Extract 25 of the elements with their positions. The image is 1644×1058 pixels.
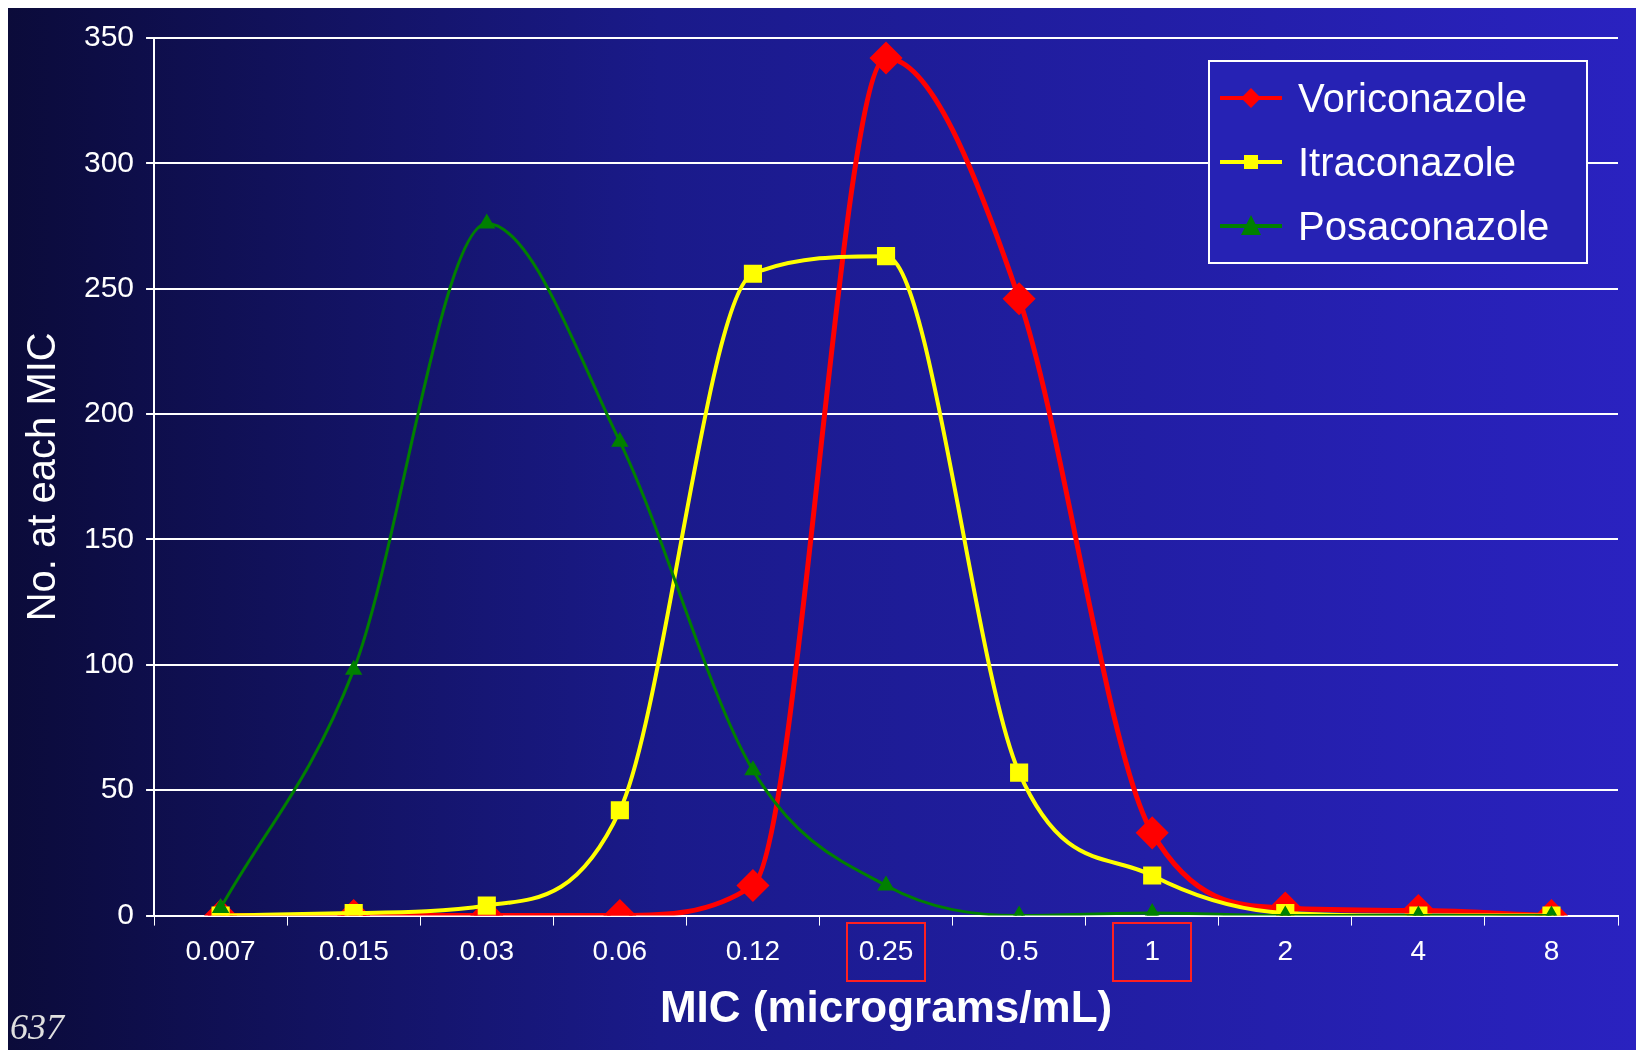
legend-label: Itraconazole bbox=[1298, 139, 1516, 185]
x-tick-label: 0.015 bbox=[318, 935, 389, 967]
x-tick-label: 4 bbox=[1410, 935, 1427, 967]
y-axis-title: No. at each MIC bbox=[19, 332, 64, 622]
legend-label: Voriconazole bbox=[1298, 75, 1528, 121]
text: 637 bbox=[10, 1007, 66, 1048]
y-tick-label: 150 bbox=[83, 520, 135, 554]
x-tick-label: 8 bbox=[1543, 935, 1560, 967]
x-tick-label: 0.12 bbox=[725, 935, 781, 967]
x-tick-label: 0.007 bbox=[185, 935, 256, 967]
x-tick-label: 0.06 bbox=[592, 935, 648, 967]
y-tick-label: 200 bbox=[83, 395, 135, 429]
x-axis-title: MIC (micrograms/mL) bbox=[659, 981, 1113, 1031]
y-tick-label: 100 bbox=[83, 646, 135, 680]
legend-label: Posaconazole bbox=[1298, 203, 1550, 249]
y-tick-label: 0 bbox=[117, 896, 135, 930]
x-tick-label: 2 bbox=[1277, 935, 1294, 967]
x-tick-label: 0.03 bbox=[459, 935, 515, 967]
x-tick-label: 0.5 bbox=[999, 935, 1039, 967]
x-tick-label: 1 bbox=[1144, 935, 1160, 967]
x-tick-label: 0.25 bbox=[858, 935, 914, 967]
y-tick-label: 350 bbox=[83, 19, 135, 53]
y-tick-label: 300 bbox=[83, 144, 135, 178]
y-tick-label: 250 bbox=[83, 270, 135, 304]
y-tick-label: 50 bbox=[100, 771, 135, 805]
